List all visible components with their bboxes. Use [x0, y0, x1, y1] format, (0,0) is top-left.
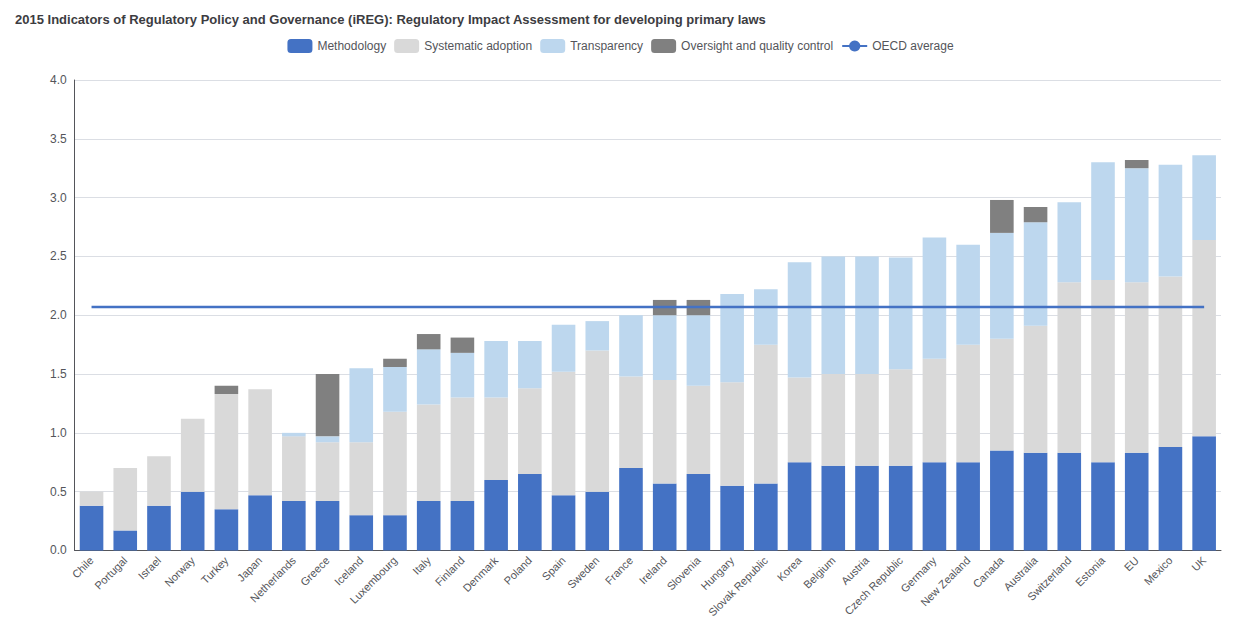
svg-text:2.5: 2.5 — [50, 249, 67, 263]
svg-text:Chile: Chile — [70, 554, 96, 580]
svg-text:Spain: Spain — [539, 554, 567, 582]
svg-text:Methodology: Methodology — [317, 39, 386, 53]
svg-text:Poland: Poland — [501, 554, 534, 587]
svg-text:Sweden: Sweden — [565, 554, 602, 591]
svg-text:OECD average: OECD average — [872, 39, 954, 53]
svg-text:Iceland: Iceland — [332, 554, 366, 588]
svg-text:Canada: Canada — [970, 554, 1007, 590]
svg-text:Finland: Finland — [433, 554, 467, 588]
svg-text:3.5: 3.5 — [50, 132, 67, 146]
svg-text:UK: UK — [1189, 554, 1209, 574]
svg-text:3.0: 3.0 — [50, 191, 67, 205]
svg-text:Italy: Italy — [410, 554, 433, 577]
svg-text:2015 Indicators of Regulatory: 2015 Indicators of Regulatory Policy and… — [15, 12, 766, 27]
svg-text:Israel: Israel — [136, 554, 163, 581]
svg-text:Turkey: Turkey — [199, 554, 231, 586]
svg-text:Oversight and quality control: Oversight and quality control — [681, 39, 833, 53]
svg-text:Portugal: Portugal — [92, 554, 129, 591]
svg-text:1.5: 1.5 — [50, 367, 67, 381]
svg-text:4.0: 4.0 — [50, 73, 67, 87]
svg-text:Japan: Japan — [235, 554, 265, 584]
svg-text:2.0: 2.0 — [50, 308, 67, 322]
svg-text:Transparency: Transparency — [570, 39, 643, 53]
svg-text:0.0: 0.0 — [50, 543, 67, 557]
svg-text:Germany: Germany — [898, 554, 939, 595]
svg-text:Mexico: Mexico — [1142, 554, 1175, 587]
svg-text:Switzerland: Switzerland — [1025, 554, 1074, 603]
svg-text:Slovenia: Slovenia — [664, 554, 703, 593]
svg-text:EU: EU — [1122, 554, 1141, 573]
svg-text:1.0: 1.0 — [50, 426, 67, 440]
svg-text:Ireland: Ireland — [637, 554, 669, 586]
svg-text:Luxembourg: Luxembourg — [348, 554, 400, 606]
svg-text:Estonia: Estonia — [1073, 554, 1108, 589]
svg-text:Korea: Korea — [775, 554, 805, 584]
svg-text:Slovak Republic: Slovak Republic — [706, 554, 771, 619]
svg-text:0.5: 0.5 — [50, 485, 67, 499]
svg-text:Czech Republic: Czech Republic — [842, 554, 905, 617]
svg-text:Norway: Norway — [162, 554, 197, 589]
svg-text:Hungary: Hungary — [698, 554, 737, 593]
svg-text:Australia: Australia — [1001, 554, 1040, 593]
svg-text:Netherlands: Netherlands — [248, 554, 299, 605]
svg-text:France: France — [603, 554, 636, 587]
svg-text:Systematic adoption: Systematic adoption — [424, 39, 532, 53]
svg-text:Belgium: Belgium — [801, 554, 838, 591]
svg-text:New Zealand: New Zealand — [918, 554, 972, 608]
svg-text:Greece: Greece — [298, 554, 332, 588]
svg-text:Austria: Austria — [839, 554, 872, 587]
svg-text:Denmark: Denmark — [460, 554, 500, 594]
